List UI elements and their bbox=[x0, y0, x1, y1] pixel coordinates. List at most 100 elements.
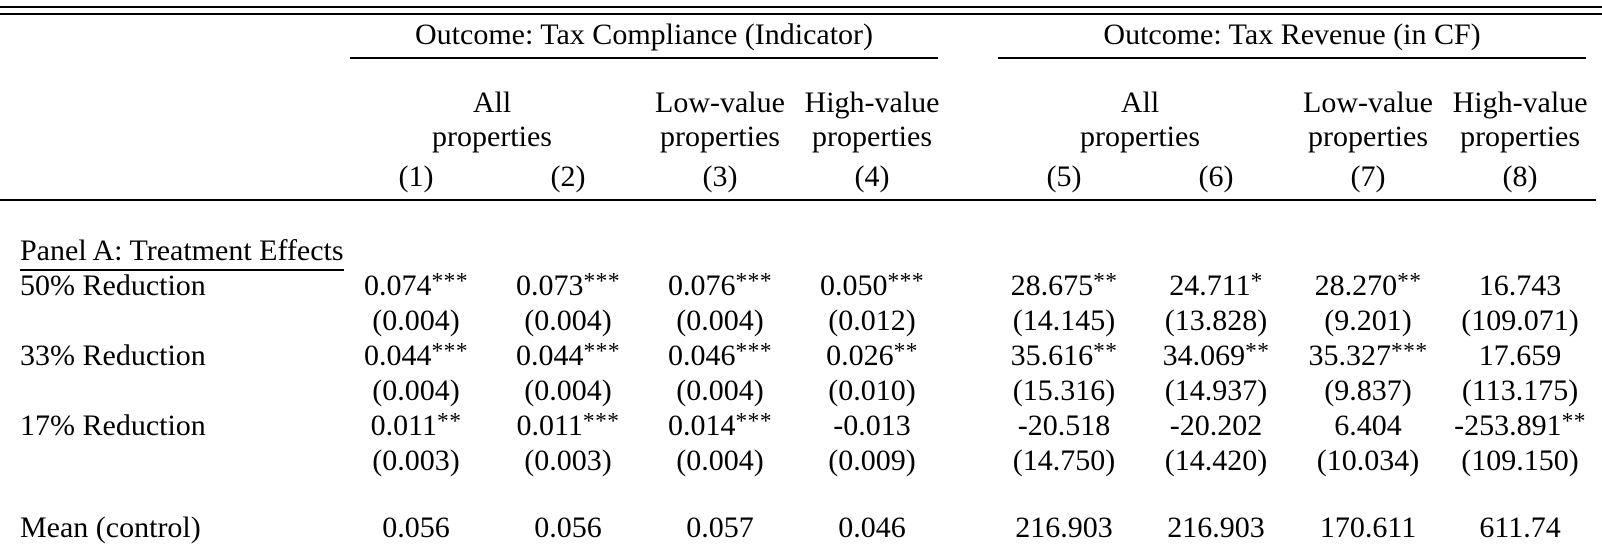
coef-cell: 24.711* bbox=[1169, 267, 1263, 302]
table-row-17pct: 17% Reduction 0.011** 0.011*** 0.014*** … bbox=[0, 408, 1596, 443]
table-row-17pct-se: (0.003) (0.003) (0.004) (0.009) (14.750)… bbox=[0, 443, 1596, 478]
row-label: 17% Reduction bbox=[20, 408, 206, 442]
coef-cell: 0.046*** bbox=[667, 337, 773, 372]
coef-cell: 28.270** bbox=[1314, 267, 1422, 302]
colnum-7: (7) bbox=[1292, 154, 1445, 201]
colnum-3: (3) bbox=[644, 154, 796, 201]
spacer bbox=[0, 200, 1596, 233]
subheader-low-2: Low-value properties bbox=[1303, 86, 1433, 153]
colnum-2: (2) bbox=[492, 154, 644, 201]
mean-cell: 216.903 bbox=[1015, 510, 1113, 544]
coef-cell: -20.202 bbox=[1169, 408, 1263, 442]
spacer bbox=[0, 478, 1596, 510]
column-number-row: (1) (2) (3) (4) (5) (6) (7) (8) bbox=[0, 154, 1597, 201]
row-label bbox=[0, 373, 340, 408]
coef-cell: 0.050*** bbox=[819, 267, 925, 302]
coef-cell: 35.327*** bbox=[1308, 337, 1428, 372]
table-row-33pct-se: (0.004) (0.004) (0.004) (0.010) (15.316)… bbox=[0, 373, 1596, 408]
se-cell: (15.316) bbox=[1012, 373, 1116, 407]
regression-table: Outcome: Tax Compliance (Indicator) Outc… bbox=[0, 15, 1597, 544]
se-cell: (0.004) bbox=[372, 373, 460, 407]
se-cell: (13.828) bbox=[1164, 303, 1268, 337]
coef-cell: 28.675** bbox=[1010, 267, 1118, 302]
se-cell: (0.004) bbox=[676, 373, 764, 407]
mean-cell: 0.056 bbox=[534, 510, 602, 544]
se-cell: (14.420) bbox=[1164, 443, 1268, 477]
se-cell: (9.837) bbox=[1324, 373, 1412, 407]
se-cell: (14.145) bbox=[1012, 303, 1116, 337]
coef-cell: 0.044*** bbox=[363, 337, 469, 372]
corner-cell bbox=[0, 15, 340, 59]
mean-cell: 170.611 bbox=[1319, 510, 1417, 544]
group-header-revenue-label: Outcome: Tax Revenue (in CF) bbox=[998, 18, 1587, 59]
se-cell: (0.004) bbox=[676, 443, 764, 477]
table-row-mean-control: Mean (control) 0.056 0.056 0.057 0.046 2… bbox=[0, 510, 1596, 544]
se-cell: (10.034) bbox=[1316, 443, 1420, 477]
row-label bbox=[0, 303, 340, 338]
coef-cell: -253.891** bbox=[1454, 407, 1586, 442]
coef-cell: 0.044*** bbox=[515, 337, 621, 372]
panel-a-title: Panel A: Treatment Effects bbox=[20, 234, 344, 271]
se-cell: (0.004) bbox=[524, 373, 612, 407]
mean-cell: 0.056 bbox=[382, 510, 450, 544]
se-cell: (14.937) bbox=[1164, 373, 1268, 407]
top-double-rule bbox=[0, 6, 1602, 15]
se-cell: (14.750) bbox=[1012, 443, 1116, 477]
group-header-compliance-label: Outcome: Tax Compliance (Indicator) bbox=[350, 18, 939, 59]
mean-cell: 216.903 bbox=[1167, 510, 1265, 544]
subheader-high-2: High-value properties bbox=[1452, 86, 1588, 153]
table-row-33pct: 33% Reduction 0.044*** 0.044*** 0.046***… bbox=[0, 338, 1596, 373]
row-label: Mean (control) bbox=[20, 510, 201, 544]
colnum-6: (6) bbox=[1140, 154, 1293, 201]
coef-cell: 34.069** bbox=[1162, 337, 1270, 372]
se-cell: (0.012) bbox=[828, 303, 916, 337]
se-cell: (109.150) bbox=[1461, 443, 1579, 477]
group-header-compliance: Outcome: Tax Compliance (Indicator) bbox=[340, 15, 948, 59]
subheader-high-1: High-value properties bbox=[804, 86, 940, 153]
se-cell: (109.071) bbox=[1461, 303, 1579, 337]
coef-cell: -20.518 bbox=[1017, 408, 1111, 442]
row-label: 33% Reduction bbox=[20, 338, 206, 372]
coef-cell: 6.404 bbox=[1334, 408, 1402, 442]
subheader-all-2: All properties bbox=[1080, 86, 1201, 153]
coef-cell: 35.616** bbox=[1010, 337, 1118, 372]
se-cell: (0.004) bbox=[524, 303, 612, 337]
row-label: 50% Reduction bbox=[20, 268, 206, 302]
coef-cell: -0.013 bbox=[833, 408, 911, 442]
subheader-low-1: Low-value properties bbox=[655, 86, 785, 153]
subheader-all-1: All properties bbox=[432, 86, 552, 153]
row-label bbox=[0, 443, 340, 478]
coef-cell: 16.743 bbox=[1478, 268, 1562, 302]
coef-cell: 17.659 bbox=[1478, 338, 1562, 372]
mean-cell: 0.046 bbox=[838, 510, 906, 544]
coef-cell: 0.074*** bbox=[363, 267, 469, 302]
se-cell: (113.175) bbox=[1461, 373, 1579, 407]
panel-a-row: Panel A: Treatment Effects bbox=[0, 233, 1596, 271]
coef-cell: 0.026** bbox=[826, 337, 918, 372]
se-cell: (0.003) bbox=[524, 443, 612, 477]
se-cell: (0.009) bbox=[828, 443, 916, 477]
colnum-4: (4) bbox=[796, 154, 949, 201]
subheader-row: All properties Low-value properties High… bbox=[0, 59, 1596, 154]
coef-cell: 0.076*** bbox=[667, 267, 773, 302]
group-header-revenue: Outcome: Tax Revenue (in CF) bbox=[988, 15, 1596, 59]
mean-cell: 0.057 bbox=[686, 510, 754, 544]
colnum-1: (1) bbox=[340, 154, 492, 201]
group-gap bbox=[948, 15, 988, 59]
se-cell: (0.003) bbox=[372, 443, 460, 477]
se-cell: (9.201) bbox=[1324, 303, 1412, 337]
coef-cell: 0.011*** bbox=[516, 407, 620, 442]
coef-cell: 0.073*** bbox=[515, 267, 621, 302]
coef-cell: 0.014*** bbox=[667, 407, 773, 442]
table-row-50pct: 50% Reduction 0.074*** 0.073*** 0.076***… bbox=[0, 268, 1596, 303]
se-cell: (0.010) bbox=[828, 373, 916, 407]
table-row-50pct-se: (0.004) (0.004) (0.004) (0.012) (14.145)… bbox=[0, 303, 1596, 338]
mean-cell: 611.74 bbox=[1479, 510, 1561, 544]
group-header-row: Outcome: Tax Compliance (Indicator) Outc… bbox=[0, 15, 1596, 59]
colnum-5: (5) bbox=[988, 154, 1141, 201]
se-cell: (0.004) bbox=[676, 303, 764, 337]
se-cell: (0.004) bbox=[372, 303, 460, 337]
colnum-8: (8) bbox=[1444, 154, 1597, 201]
coef-cell: 0.011** bbox=[370, 407, 462, 442]
